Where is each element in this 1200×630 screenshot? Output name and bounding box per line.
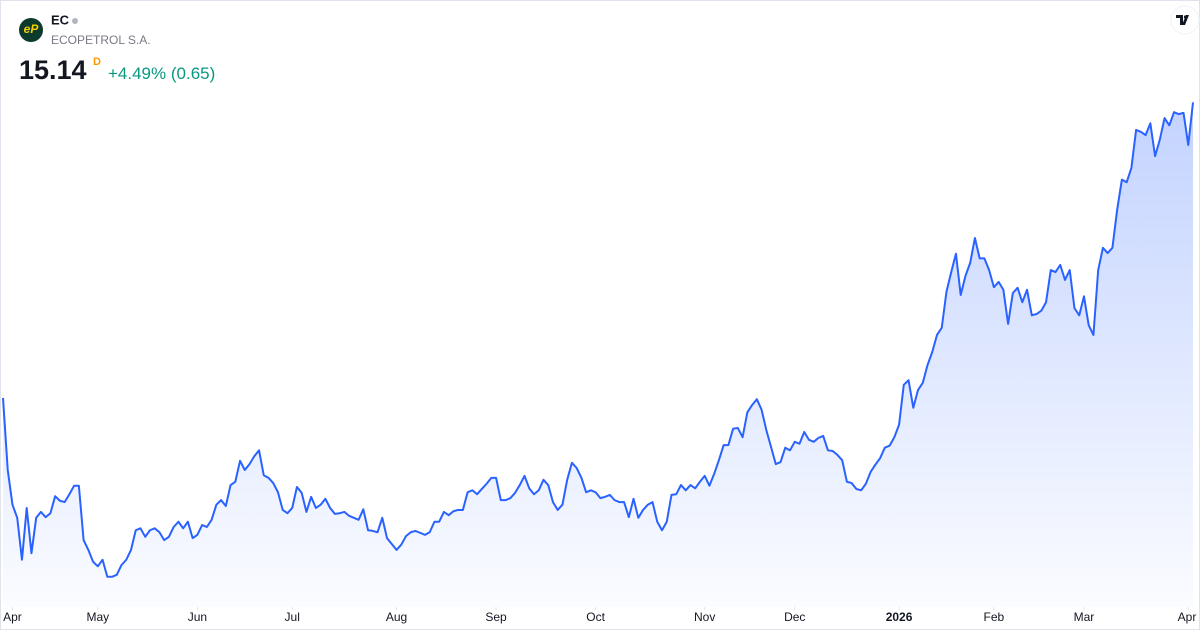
x-tick-label: Jun	[188, 610, 207, 624]
x-tick-label: 2026	[886, 610, 913, 624]
logo-dot	[1183, 15, 1188, 19]
tradingview-logo[interactable]	[1170, 5, 1200, 35]
change: +4.49% (0.65)	[108, 64, 215, 83]
x-tick-label: Apr	[1178, 610, 1197, 624]
x-tick-label: Dec	[784, 610, 805, 624]
logo-text: eP	[24, 22, 40, 36]
change-percent: +4.49%	[108, 64, 166, 83]
price-line	[2, 102, 1194, 578]
interval: D	[93, 56, 101, 68]
company-name: ECOPETROL S.A.	[51, 33, 151, 47]
x-tick-label: Apr	[3, 610, 22, 624]
x-tick-label: Oct	[586, 610, 605, 624]
x-tick-label: Jul	[285, 610, 300, 624]
x-tick-label: Sep	[485, 610, 507, 624]
change-value: (0.65)	[171, 64, 215, 83]
plot: Apr May Jun Jul Aug Sep Oct Nov Dec 2026 Feb Mar Apr	[2, 102, 1197, 624]
x-tick-label: Mar	[1074, 610, 1095, 624]
x-tick-label: May	[86, 610, 109, 624]
logo	[19, 18, 43, 42]
area-fill	[3, 102, 1193, 608]
status-dot	[72, 18, 78, 24]
x-tick-label: Feb	[984, 610, 1005, 624]
x-tick-label: Nov	[694, 610, 715, 624]
ticker[interactable]: EC	[51, 12, 70, 27]
price: 15.14	[19, 55, 87, 85]
x-tick-label: Aug	[386, 610, 407, 624]
